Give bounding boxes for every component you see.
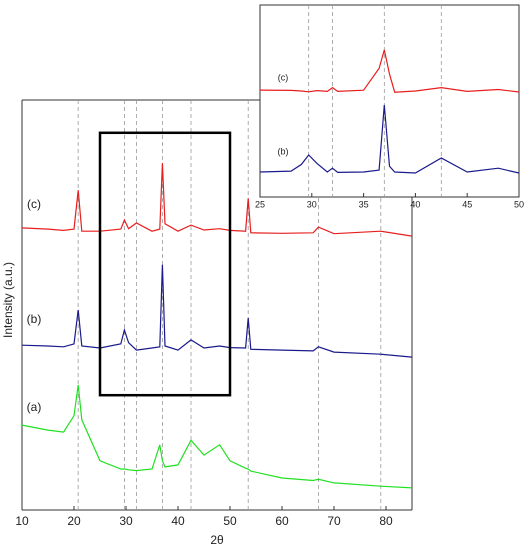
panel: 25 30 35 40 45 50 (b) (c) [255,4,524,209]
series-label: (c) [27,197,41,211]
x-tick-label: 50 [514,199,524,209]
x-tick-label: 30 [307,199,317,209]
x-tick-label: 80 [379,514,393,528]
series-label: (c) [278,72,289,82]
x-tick-label: 40 [410,199,420,209]
x-tick-label: 45 [462,199,472,209]
x-tick-label: 25 [255,199,265,209]
x-axis-label: 2θ [210,533,224,547]
x-tick-label: 70 [327,514,341,528]
series-line [21,163,413,237]
series-line [259,104,520,174]
x-tick-label: 10 [15,514,29,528]
x-tick-label: 20 [67,514,81,528]
series-label: (b) [278,146,289,156]
x-tick-label: 35 [359,199,369,209]
x-tick-label: 40 [171,514,185,528]
x-tick-label: 60 [275,514,289,528]
series-line [21,384,413,489]
zoom-box [98,131,232,397]
series-line [259,49,520,93]
x-tick-label: 30 [119,514,133,528]
series-line [21,264,413,358]
y-axis-label: Intensity (a.u.) [1,262,15,338]
series-label: (b) [27,312,42,326]
series-label: (a) [27,400,42,414]
plot-area [259,4,520,198]
x-tick-label: 50 [223,514,237,528]
